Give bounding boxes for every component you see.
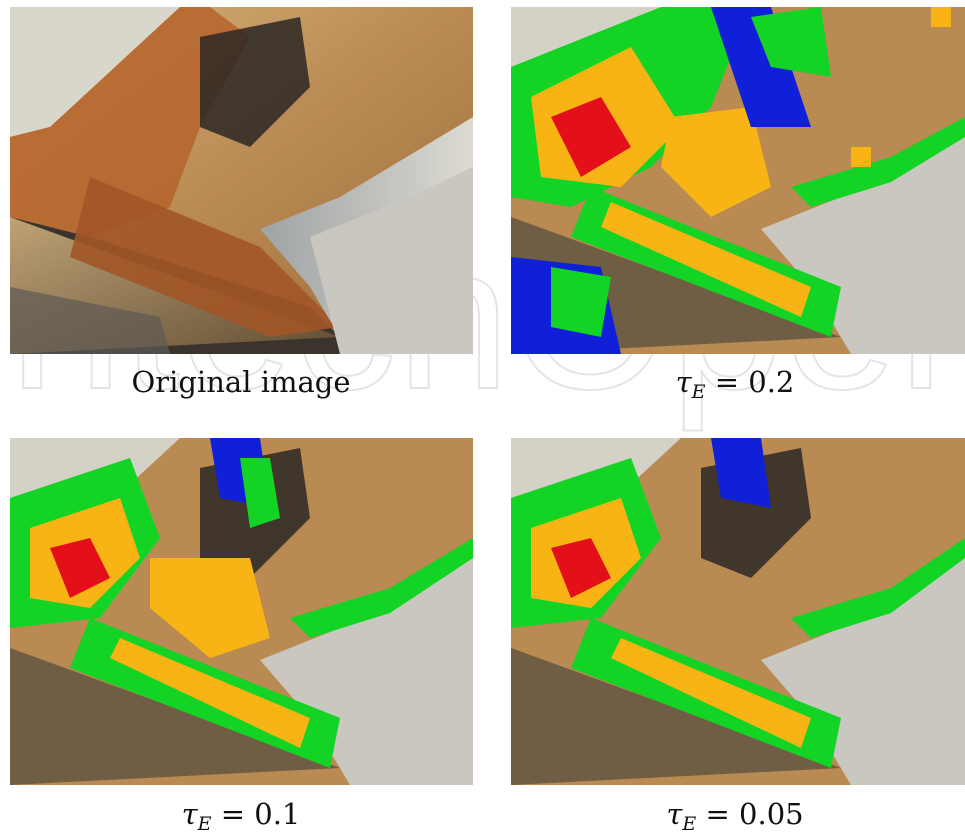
caption-tau-0.05: τE = 0.05 (500, 800, 965, 834)
tau-subscript: E (691, 381, 706, 403)
original-image (10, 7, 473, 354)
overlay-panel-0.2 (511, 7, 965, 354)
tau-value: = 0.2 (705, 365, 795, 399)
caption-tau-0.1: τE = 0.1 (6, 800, 476, 834)
tau-symbol: τ (181, 797, 198, 831)
overlay-image-0.05 (511, 438, 965, 785)
caption-tau-0.2: τE = 0.2 (500, 368, 965, 402)
caption-original-text: Original image (131, 365, 351, 399)
tau-symbol: τ (666, 797, 683, 831)
tau-value: = 0.05 (696, 797, 804, 831)
tau-value: = 0.1 (211, 797, 301, 831)
tau-symbol: τ (675, 365, 692, 399)
caption-original: Original image (6, 368, 476, 397)
overlay-panel-0.1 (10, 438, 473, 785)
tau-subscript: E (197, 813, 212, 835)
tau-subscript: E (682, 813, 697, 835)
overlay-panel-0.05 (511, 438, 965, 785)
original-image-panel (10, 7, 473, 354)
overlay-image-0.1 (10, 438, 473, 785)
overlay-image-0.2 (511, 7, 965, 354)
